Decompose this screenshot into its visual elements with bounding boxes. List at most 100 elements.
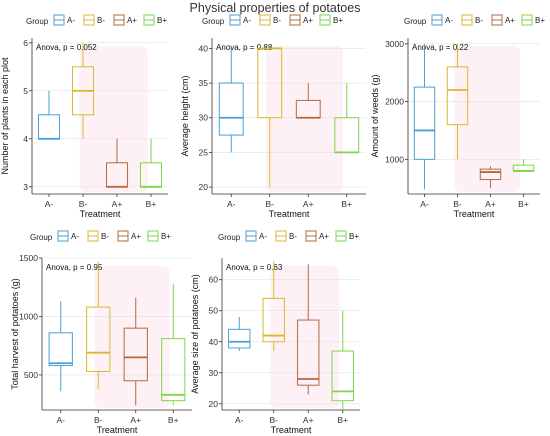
x-tick-label: B- <box>270 415 279 425</box>
x-tick-label: A+ <box>112 199 123 209</box>
boxplot-B+ <box>161 283 186 406</box>
legend-entry: A+ <box>127 16 137 25</box>
y-tick-label: 30 <box>209 368 219 378</box>
y-tick-label: 1500 <box>19 253 38 263</box>
y-tick-label: 30 <box>199 113 209 123</box>
legend-entry: B- <box>289 232 297 241</box>
legend: Group A- B- A+ B+ <box>218 230 359 242</box>
legend-entry: A- <box>71 232 79 241</box>
background-shade <box>79 46 148 192</box>
x-axis-title: Treatment <box>80 209 121 219</box>
boxplot-A+ <box>295 83 321 119</box>
boxplot-B- <box>446 43 469 160</box>
legend: Group A- B- A+ B+ <box>26 14 167 26</box>
legend-title: Group <box>26 17 49 26</box>
legend-entry: A- <box>67 16 75 25</box>
x-axis-title: Treatment <box>97 425 138 435</box>
legend-entry: B- <box>475 16 483 25</box>
legend: Group A- B- A+ B+ <box>30 230 171 242</box>
x-tick-label: B- <box>266 199 275 209</box>
anova-annotation: Anova, p = 0.052 <box>36 43 97 52</box>
x-axis-title: Treatment <box>269 209 310 219</box>
boxplot-B- <box>71 42 95 139</box>
y-tick-label: 35 <box>199 78 209 88</box>
box-iqr <box>218 82 244 136</box>
figure-title: Physical properties of potatoes <box>189 1 361 15</box>
boxplot-B+ <box>139 138 163 188</box>
box-iqr <box>228 328 251 349</box>
background-shade <box>265 46 343 192</box>
anova-annotation: Anova, p = 0.88 <box>216 43 273 52</box>
box-iqr <box>331 350 354 402</box>
legend-entry: A+ <box>303 16 313 25</box>
legend-title: Group <box>202 17 225 26</box>
y-tick-label: 1000 <box>19 311 38 321</box>
legend-entry: B- <box>97 16 105 25</box>
x-tick-label: A- <box>227 199 236 209</box>
boxplot-A- <box>218 48 244 153</box>
x-axis-title: Treatment <box>454 209 495 219</box>
x-tick-label: A- <box>45 199 54 209</box>
y-tick-label: 6 <box>23 38 28 48</box>
y-tick-label: 3000 <box>385 39 404 49</box>
legend-entry: A- <box>259 232 267 241</box>
x-tick-label: B+ <box>337 415 348 425</box>
box-iqr <box>262 297 285 343</box>
y-tick-label: 40 <box>199 43 209 53</box>
y-tick-label: 3 <box>23 182 28 192</box>
boxplot-B+ <box>334 83 360 154</box>
chart-panel-4: Group A- B- A+ B+ 500 1000 1500 A- B- A+ B+ Treatmen… <box>10 230 192 435</box>
boxplot-A- <box>413 43 436 190</box>
box-iqr <box>37 114 61 140</box>
boxplot-B+ <box>331 310 354 410</box>
legend-entry: B- <box>101 232 109 241</box>
y-axis-title: Amount of weeds (g) <box>370 74 380 157</box>
y-tick-label: 4 <box>23 134 28 144</box>
x-tick-label: B+ <box>518 199 529 209</box>
x-tick-label: A+ <box>303 199 314 209</box>
legend-entry: A- <box>243 16 251 25</box>
boxplot-B- <box>86 261 111 389</box>
x-tick-label: A+ <box>303 415 314 425</box>
legend: Group A- B- A+ B+ <box>404 14 545 26</box>
legend-entry: B+ <box>349 232 359 241</box>
background-shade <box>454 46 521 192</box>
boxplot-B+ <box>512 159 535 173</box>
boxplot-A+ <box>297 264 320 395</box>
box-iqr <box>161 338 186 402</box>
chart-panel-3: Group A- B- A+ B+ 1000 2000 3000 A- B- A+ B+ Treatme… <box>370 14 545 219</box>
legend-entry: B+ <box>157 16 167 25</box>
y-tick-label: 50 <box>209 306 219 316</box>
x-tick-label: B+ <box>146 199 157 209</box>
boxplot-B- <box>262 261 285 352</box>
x-tick-label: A+ <box>485 199 496 209</box>
chart-panel-2: Group A- B- A+ B+ 20 25 30 35 40 A- B- A+ B+ Treatment… <box>180 14 366 219</box>
y-axis-title: Average height (cm) <box>180 76 190 157</box>
box-iqr <box>86 306 111 372</box>
box-iqr <box>446 66 469 126</box>
legend-title: Group <box>218 233 241 242</box>
legend-title: Group <box>404 17 427 26</box>
y-axis-title: Total harvest of potatoes (g) <box>10 278 20 390</box>
y-tick-label: 20 <box>199 182 209 192</box>
anova-annotation: Anova, p = 0.22 <box>412 43 469 52</box>
chart-panel-5: Group A- B- A+ B+ 20 30 40 50 60 A- B- A+ B+ Treatment… <box>190 230 360 435</box>
boxplot-A+ <box>123 297 148 406</box>
y-tick-label: 2000 <box>385 97 404 107</box>
legend-entry: B+ <box>161 232 171 241</box>
y-tick-label: 40 <box>209 337 219 347</box>
x-tick-label: B- <box>94 415 103 425</box>
x-tick-label: B- <box>453 199 462 209</box>
anova-annotation: Anova, p = 0.95 <box>46 263 103 272</box>
boxplot-B- <box>257 47 283 188</box>
y-tick-label: 25 <box>199 147 209 157</box>
y-tick-label: 500 <box>24 370 38 380</box>
legend-entry: A+ <box>131 232 141 241</box>
x-tick-label: A- <box>420 199 429 209</box>
legend-entry: A+ <box>319 232 329 241</box>
x-tick-label: B- <box>79 199 88 209</box>
y-tick-label: 60 <box>209 275 219 285</box>
y-tick-label: 5 <box>23 86 28 96</box>
legend-entry: A- <box>445 16 453 25</box>
